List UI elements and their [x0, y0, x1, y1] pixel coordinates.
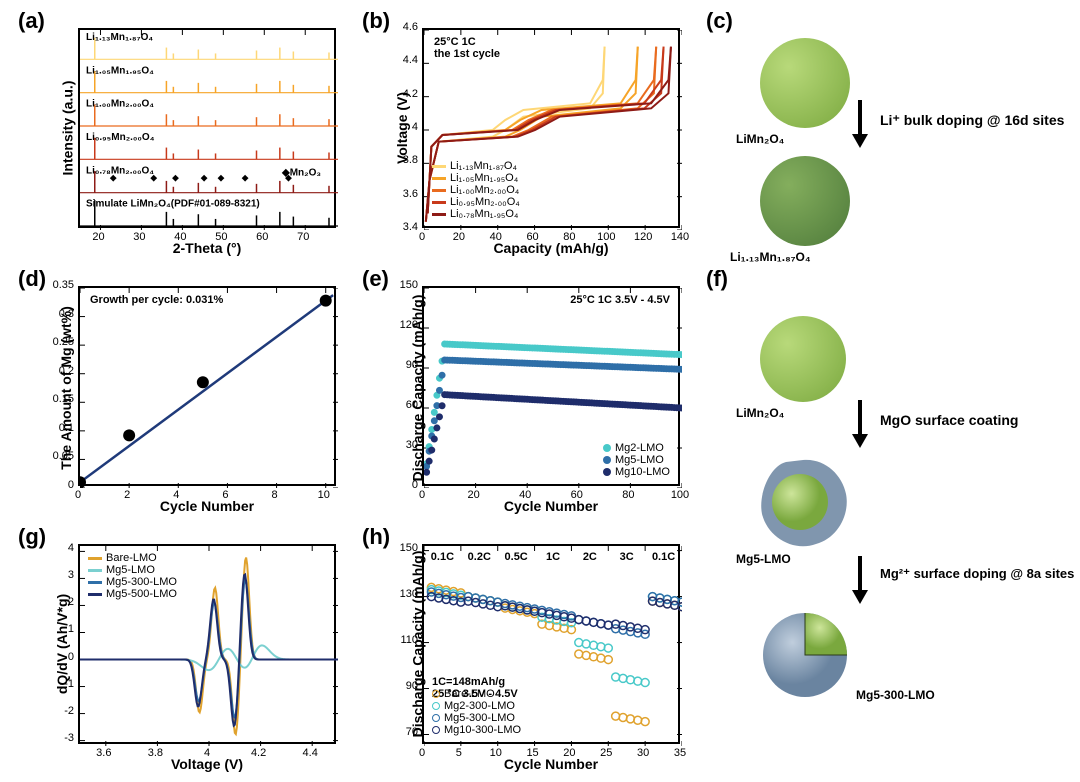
panel-c-sphere-top-label: LiMn₂O₄	[736, 132, 784, 146]
panel-f-sphere-2	[756, 456, 850, 550]
chart-d-svg	[80, 288, 338, 488]
svg-text:Li₁.₁₃Mn₁.₈₇O₄: Li₁.₁₃Mn₁.₈₇O₄	[86, 32, 153, 43]
panel-f-sphere-1	[760, 316, 846, 402]
chart-e-box: 25°C 1C 3.5V - 4.5V Mg2-LMOMg5-LMOMg10-L…	[422, 286, 680, 486]
svg-text:◆Mn₂O₃: ◆Mn₂O₃	[281, 167, 321, 178]
panel-f-sphere-2-svg	[756, 456, 850, 550]
svg-text:Li₀.₉₅Mn₂.₀₀O₄: Li₀.₉₅Mn₂.₀₀O₄	[86, 132, 155, 143]
svg-text:0.1C: 0.1C	[431, 551, 454, 563]
svg-text:◆: ◆	[201, 173, 208, 183]
panel-f-arrow1-text: MgO surface coating	[880, 412, 1018, 428]
svg-text:Simulate LiMn₂O₄(PDF#01-089-83: Simulate LiMn₂O₄(PDF#01-089-8321)	[86, 199, 260, 210]
panel-f-arrow1-stem	[858, 400, 862, 436]
panel-c-arrow-text: Li⁺ bulk doping @ 16d sites	[880, 112, 1064, 129]
svg-text:0.5C: 0.5C	[505, 551, 528, 563]
chart-g-legend: Bare-LMOMg5-LMOMg5-300-LMOMg5-500-LMO	[88, 552, 177, 600]
chart-h-box: 0.1C0.2C0.5C1C2C3C0.1C 1C=148mAh/g 25 °C…	[422, 544, 680, 744]
svg-text:3C: 3C	[620, 551, 634, 563]
panel-c-sphere-bottom	[760, 156, 850, 246]
chart-b-box: 25°C 1C the 1st cycle Li₁.₁₃Mn₁.₈₇O₄Li₁.…	[422, 28, 680, 228]
panel-f-arrow1-head	[852, 434, 868, 448]
svg-text:◆: ◆	[217, 173, 224, 183]
svg-text:Li₀.₇₈Mn₂.₀₀O₄: Li₀.₇₈Mn₂.₀₀O₄	[86, 165, 154, 176]
panel-a-label: (a)	[18, 8, 45, 34]
svg-text:◆: ◆	[172, 173, 179, 183]
svg-text:0.1C: 0.1C	[652, 551, 675, 563]
chart-b-legend: Li₁.₁₃Mn₁.₈₇O₄Li₁.₀₅Mn₁.₉₅O₄Li₁.₀₀Mn₂.₀₀…	[432, 160, 520, 220]
svg-text:0.2C: 0.2C	[468, 551, 491, 563]
panel-f-sphere-3	[762, 612, 848, 698]
panel-f-sphere-2-label: Mg5-LMO	[736, 552, 791, 566]
chart-b-title: 25°C 1C the 1st cycle	[434, 36, 500, 60]
panel-f-arrow2-stem	[858, 556, 862, 592]
panel-f-label: (f)	[706, 266, 728, 292]
chart-a-svg: Li₁.₁₃Mn₁.₈₇O₄ Li₁.₀₅Mn₁.₉₅O₄ Li₁.₀₀Mn₂.₀₀…	[80, 30, 338, 230]
panel-f-sphere-1-label: LiMn₂O₄	[736, 406, 784, 420]
panel-f-sphere-3-label: Mg5-300-LMO	[856, 688, 935, 702]
chart-e-legend: Mg2-LMOMg5-LMOMg10-LMO	[603, 442, 670, 478]
panel-f-arrow2-head	[852, 590, 868, 604]
panel-f-sphere-3-svg	[762, 612, 848, 698]
svg-text:Li₁.₀₀Mn₂.₀₀O₄: Li₁.₀₀Mn₂.₀₀O₄	[86, 99, 154, 110]
chart-e-title: 25°C 1C 3.5V - 4.5V	[570, 294, 670, 306]
panel-c-sphere-bottom-label: Li₁.₁₃Mn₁.₈₇O₄	[730, 250, 811, 264]
panel-c-sphere-top	[760, 38, 850, 128]
chart-d-anno: Growth per cycle: 0.031%	[90, 294, 223, 306]
chart-a-ylabel: Intensity (a.u.)	[59, 81, 75, 176]
chart-a-box: Li₁.₁₃Mn₁.₈₇O₄ Li₁.₀₅Mn₁.₉₅O₄ Li₁.₀₀Mn₂.₀₀…	[78, 28, 336, 228]
chart-g-box: Bare-LMOMg5-LMOMg5-300-LMOMg5-500-LMO	[78, 544, 336, 744]
panel-c-arrow-stem	[858, 100, 862, 136]
svg-text:◆: ◆	[242, 173, 249, 183]
panel-f-arrow2-text: Mg²⁺ surface doping @ 8a sites	[880, 566, 1074, 582]
panel-c-label: (c)	[706, 8, 733, 34]
svg-text:2C: 2C	[583, 551, 597, 563]
panel-c-arrow-head	[852, 134, 868, 148]
chart-d-box: Growth per cycle: 0.031%	[78, 286, 336, 486]
chart-h-legend: Bare-LMOMg2-300-LMOMg5-300-LMOMg10-300-L…	[432, 688, 521, 736]
svg-text:1C: 1C	[546, 551, 560, 563]
chart-d-ylabel: The Amount of Mg (wt%)	[58, 306, 74, 470]
svg-text:Li₁.₀₅Mn₁.₉₅O₄: Li₁.₀₅Mn₁.₉₅O₄	[86, 65, 154, 76]
